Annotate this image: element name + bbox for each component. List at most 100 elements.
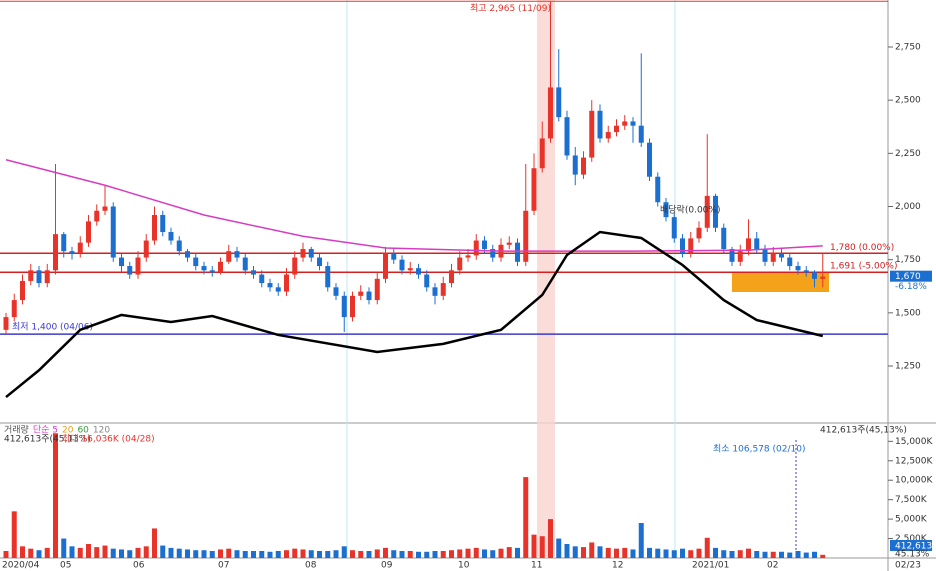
volume-bar [531, 534, 537, 558]
candle-body [449, 270, 454, 284]
y-tick-label: 1,500 [895, 308, 921, 318]
volume-bar [473, 547, 479, 558]
candle-body [275, 287, 281, 292]
volume-bar [94, 547, 100, 558]
volume-bar [86, 544, 91, 558]
y-tick-label: 2,500 [895, 96, 921, 106]
volume-bar [333, 550, 339, 558]
candle-body [671, 217, 677, 239]
volume-bar [498, 548, 504, 558]
volume-bar [284, 550, 289, 558]
volume-bar [383, 547, 388, 558]
volume-bar [242, 551, 248, 558]
candle-body [366, 291, 372, 301]
candle-body [20, 280, 25, 301]
volume-bar [135, 547, 141, 558]
candle-body [119, 257, 124, 267]
volume-bar [143, 546, 149, 558]
candle-body [770, 253, 776, 262]
volume-bar [391, 550, 397, 558]
candle-body [440, 283, 446, 296]
candle-body [556, 87, 562, 118]
volume-bar [539, 536, 545, 558]
volume-bar [696, 548, 702, 558]
volume-bar [119, 549, 124, 558]
volume-bar [440, 551, 446, 558]
candle-body [407, 268, 413, 271]
volume-bar [226, 548, 232, 558]
volume-bar [251, 551, 256, 558]
candle-body [820, 276, 826, 279]
volume-max: 최대 16,036K (04/28) [62, 434, 155, 445]
candle-body [746, 238, 751, 252]
price-box [890, 270, 932, 282]
candle-body [622, 121, 628, 126]
volume-bar [737, 550, 743, 558]
volume-bar [399, 551, 405, 558]
current-price: 1,670 [895, 272, 921, 282]
volume-bar [754, 551, 760, 558]
candle-body [696, 227, 702, 239]
candle-body [614, 125, 619, 133]
volume-bar [20, 546, 25, 558]
candle-body [374, 278, 380, 301]
volume-bar [176, 548, 182, 558]
volume-bar [61, 538, 67, 558]
candle-body [655, 176, 661, 203]
volume-bar [127, 550, 133, 558]
volume-bar [638, 523, 644, 558]
candle-body [226, 251, 232, 262]
x-tick-label: 10 [458, 561, 470, 571]
candle-body [630, 121, 636, 126]
volume-bar [300, 549, 306, 558]
candle-body [61, 234, 67, 252]
volume-bar [36, 550, 42, 558]
volume-bar [432, 551, 438, 558]
volume-bar [28, 548, 34, 558]
volume-bar [787, 552, 793, 558]
volume-last: 412,613 [895, 542, 932, 552]
volume-bar [209, 551, 215, 558]
volume-bar [812, 551, 817, 558]
volume-bar [779, 551, 784, 558]
volume-bar [350, 550, 355, 558]
volume-bar [729, 551, 735, 558]
candle-body [44, 270, 50, 284]
volume-bar [605, 547, 611, 558]
candle-body [185, 251, 190, 258]
candle-body [176, 240, 182, 252]
candle-body [564, 117, 570, 156]
candle-body [515, 242, 520, 262]
candle-body [506, 242, 512, 245]
volume-bar [374, 549, 380, 558]
moving-average [5, 230, 824, 399]
candle-body [589, 110, 595, 158]
x-tick-label: 12 [612, 561, 623, 571]
volume-bar [597, 546, 603, 558]
candle-body [28, 270, 34, 281]
candle-body [795, 266, 801, 271]
volume-bar [523, 477, 529, 558]
candle-body [201, 266, 207, 271]
x-tick-label: 05 [60, 561, 71, 571]
volume-bar [11, 511, 17, 558]
volume-y-tick-label: 15,000K [895, 437, 933, 447]
volume-legend: 20 [62, 426, 74, 436]
volume-bar [168, 547, 174, 558]
highlight-box [732, 272, 829, 292]
candle-body [102, 206, 108, 211]
candle-body [465, 255, 471, 258]
candle-body [308, 249, 314, 258]
volume-bar [688, 550, 694, 558]
candle-body [490, 249, 496, 258]
candle-body [300, 249, 306, 258]
candle-body [729, 249, 735, 262]
candle-body [292, 257, 298, 275]
candle-body [581, 157, 586, 175]
reference-label: 최저 1,400 (04/06) [12, 322, 93, 333]
candle-body [36, 270, 42, 284]
volume-bar [795, 551, 801, 558]
candle-body [754, 238, 760, 250]
volume-bar [655, 548, 661, 558]
candle-body [234, 251, 240, 258]
